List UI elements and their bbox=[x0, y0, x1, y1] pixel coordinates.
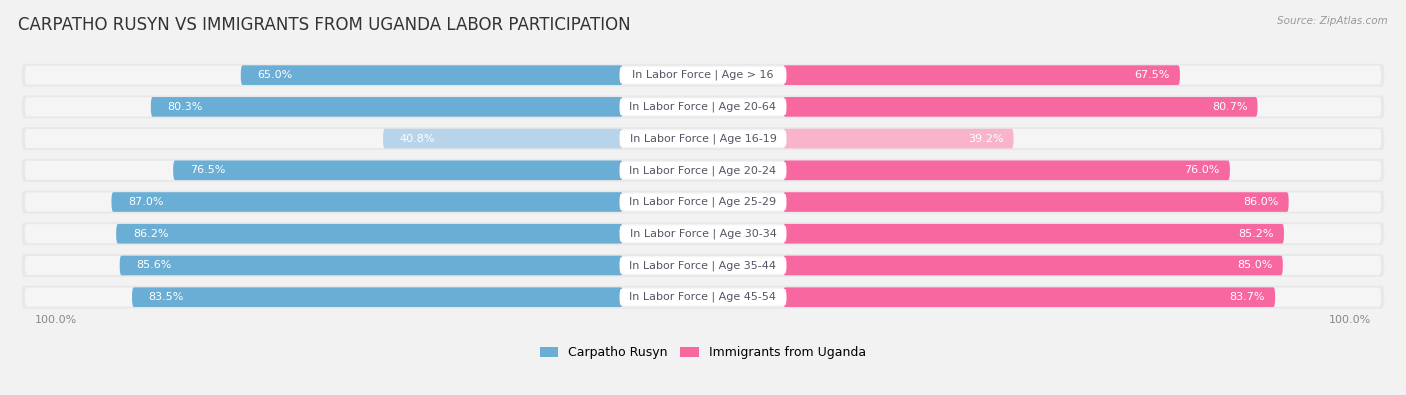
Text: In Labor Force | Age 25-29: In Labor Force | Age 25-29 bbox=[630, 197, 776, 207]
Text: 65.0%: 65.0% bbox=[257, 70, 292, 80]
FancyBboxPatch shape bbox=[783, 287, 1275, 307]
FancyBboxPatch shape bbox=[111, 192, 623, 212]
Text: 85.6%: 85.6% bbox=[136, 260, 172, 271]
Text: 100.0%: 100.0% bbox=[1329, 315, 1371, 325]
FancyBboxPatch shape bbox=[25, 66, 1381, 85]
Text: 85.2%: 85.2% bbox=[1239, 229, 1274, 239]
Legend: Carpatho Rusyn, Immigrants from Uganda: Carpatho Rusyn, Immigrants from Uganda bbox=[534, 341, 872, 364]
Text: 83.5%: 83.5% bbox=[149, 292, 184, 302]
Text: In Labor Force | Age 45-54: In Labor Force | Age 45-54 bbox=[630, 292, 776, 303]
Text: 100.0%: 100.0% bbox=[35, 315, 77, 325]
Text: In Labor Force | Age 20-64: In Labor Force | Age 20-64 bbox=[630, 102, 776, 112]
FancyBboxPatch shape bbox=[150, 97, 623, 117]
FancyBboxPatch shape bbox=[21, 64, 1385, 87]
FancyBboxPatch shape bbox=[783, 129, 1014, 149]
FancyBboxPatch shape bbox=[620, 194, 786, 210]
Text: 85.0%: 85.0% bbox=[1237, 260, 1272, 271]
FancyBboxPatch shape bbox=[620, 67, 786, 83]
Text: 83.7%: 83.7% bbox=[1230, 292, 1265, 302]
FancyBboxPatch shape bbox=[173, 160, 623, 180]
Text: In Labor Force | Age 35-44: In Labor Force | Age 35-44 bbox=[630, 260, 776, 271]
FancyBboxPatch shape bbox=[21, 159, 1385, 182]
Text: In Labor Force | Age > 16: In Labor Force | Age > 16 bbox=[633, 70, 773, 81]
Text: In Labor Force | Age 16-19: In Labor Force | Age 16-19 bbox=[630, 134, 776, 144]
Text: Source: ZipAtlas.com: Source: ZipAtlas.com bbox=[1277, 16, 1388, 26]
Text: 80.7%: 80.7% bbox=[1212, 102, 1247, 112]
FancyBboxPatch shape bbox=[21, 254, 1385, 277]
Text: 76.0%: 76.0% bbox=[1184, 166, 1220, 175]
FancyBboxPatch shape bbox=[25, 224, 1381, 243]
FancyBboxPatch shape bbox=[21, 96, 1385, 118]
FancyBboxPatch shape bbox=[783, 192, 1289, 212]
FancyBboxPatch shape bbox=[117, 224, 623, 244]
Text: 40.8%: 40.8% bbox=[399, 134, 436, 144]
FancyBboxPatch shape bbox=[620, 226, 786, 242]
FancyBboxPatch shape bbox=[25, 129, 1381, 148]
FancyBboxPatch shape bbox=[620, 162, 786, 179]
FancyBboxPatch shape bbox=[620, 99, 786, 115]
FancyBboxPatch shape bbox=[25, 288, 1381, 307]
Text: 86.0%: 86.0% bbox=[1243, 197, 1278, 207]
FancyBboxPatch shape bbox=[620, 289, 786, 305]
Text: CARPATHO RUSYN VS IMMIGRANTS FROM UGANDA LABOR PARTICIPATION: CARPATHO RUSYN VS IMMIGRANTS FROM UGANDA… bbox=[18, 16, 631, 34]
FancyBboxPatch shape bbox=[240, 65, 623, 85]
FancyBboxPatch shape bbox=[21, 127, 1385, 150]
FancyBboxPatch shape bbox=[783, 65, 1180, 85]
FancyBboxPatch shape bbox=[25, 256, 1381, 275]
FancyBboxPatch shape bbox=[21, 286, 1385, 308]
Text: In Labor Force | Age 30-34: In Labor Force | Age 30-34 bbox=[630, 228, 776, 239]
FancyBboxPatch shape bbox=[132, 287, 623, 307]
FancyBboxPatch shape bbox=[120, 256, 623, 275]
Text: 86.2%: 86.2% bbox=[132, 229, 169, 239]
FancyBboxPatch shape bbox=[382, 129, 623, 149]
FancyBboxPatch shape bbox=[25, 161, 1381, 180]
Text: 67.5%: 67.5% bbox=[1135, 70, 1170, 80]
FancyBboxPatch shape bbox=[620, 257, 786, 274]
FancyBboxPatch shape bbox=[21, 191, 1385, 213]
FancyBboxPatch shape bbox=[783, 224, 1284, 244]
Text: 76.5%: 76.5% bbox=[190, 166, 225, 175]
FancyBboxPatch shape bbox=[21, 222, 1385, 245]
FancyBboxPatch shape bbox=[25, 192, 1381, 212]
Text: 39.2%: 39.2% bbox=[969, 134, 1004, 144]
FancyBboxPatch shape bbox=[783, 160, 1230, 180]
FancyBboxPatch shape bbox=[620, 130, 786, 147]
FancyBboxPatch shape bbox=[783, 256, 1282, 275]
Text: 80.3%: 80.3% bbox=[167, 102, 202, 112]
FancyBboxPatch shape bbox=[25, 97, 1381, 117]
Text: In Labor Force | Age 20-24: In Labor Force | Age 20-24 bbox=[630, 165, 776, 175]
Text: 87.0%: 87.0% bbox=[128, 197, 163, 207]
FancyBboxPatch shape bbox=[783, 97, 1257, 117]
